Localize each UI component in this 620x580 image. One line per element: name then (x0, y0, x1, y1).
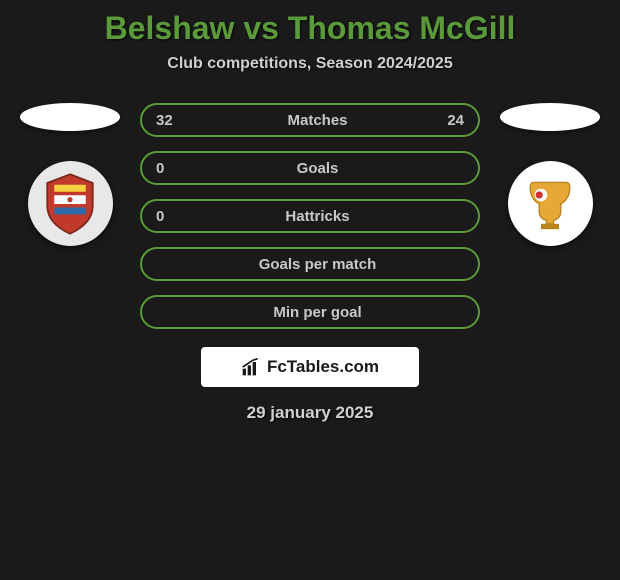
brand-label: FcTables.com (267, 357, 379, 377)
stat-label: Matches (201, 112, 434, 129)
stat-label: Hattricks (201, 208, 434, 225)
stat-label: Goals per match (201, 256, 434, 273)
stat-value-right: 24 (434, 112, 464, 129)
right-column (490, 103, 610, 246)
stat-row-hattricks: 0 Hattricks (140, 199, 480, 233)
content-row: 32 Matches 24 0 Goals 0 Hattricks Goals … (0, 103, 620, 329)
shield-icon (35, 169, 105, 239)
stat-row-goals-per-match: Goals per match (140, 247, 480, 281)
right-player-ellipse (500, 103, 600, 131)
stat-value-left: 32 (156, 112, 186, 129)
stat-row-min-per-goal: Min per goal (140, 295, 480, 329)
stats-bars: 32 Matches 24 0 Goals 0 Hattricks Goals … (140, 103, 480, 329)
right-club-crest (508, 161, 593, 246)
main-container: Belshaw vs Thomas McGill Club competitio… (0, 0, 620, 423)
stat-label: Min per goal (201, 304, 434, 321)
chart-icon (241, 357, 261, 377)
page-subtitle: Club competitions, Season 2024/2025 (167, 55, 452, 73)
stat-row-matches: 32 Matches 24 (140, 103, 480, 137)
stat-value-left: 0 (156, 208, 186, 225)
left-player-ellipse (20, 103, 120, 131)
footer: FcTables.com 29 january 2025 (201, 347, 419, 423)
page-title: Belshaw vs Thomas McGill (105, 10, 516, 47)
stat-label: Goals (201, 160, 434, 177)
left-column (10, 103, 130, 246)
brand-box: FcTables.com (201, 347, 419, 387)
left-club-crest (28, 161, 113, 246)
date-label: 29 january 2025 (247, 403, 374, 423)
trophy-icon (514, 168, 586, 240)
stat-value-left: 0 (156, 160, 186, 177)
stat-row-goals: 0 Goals (140, 151, 480, 185)
